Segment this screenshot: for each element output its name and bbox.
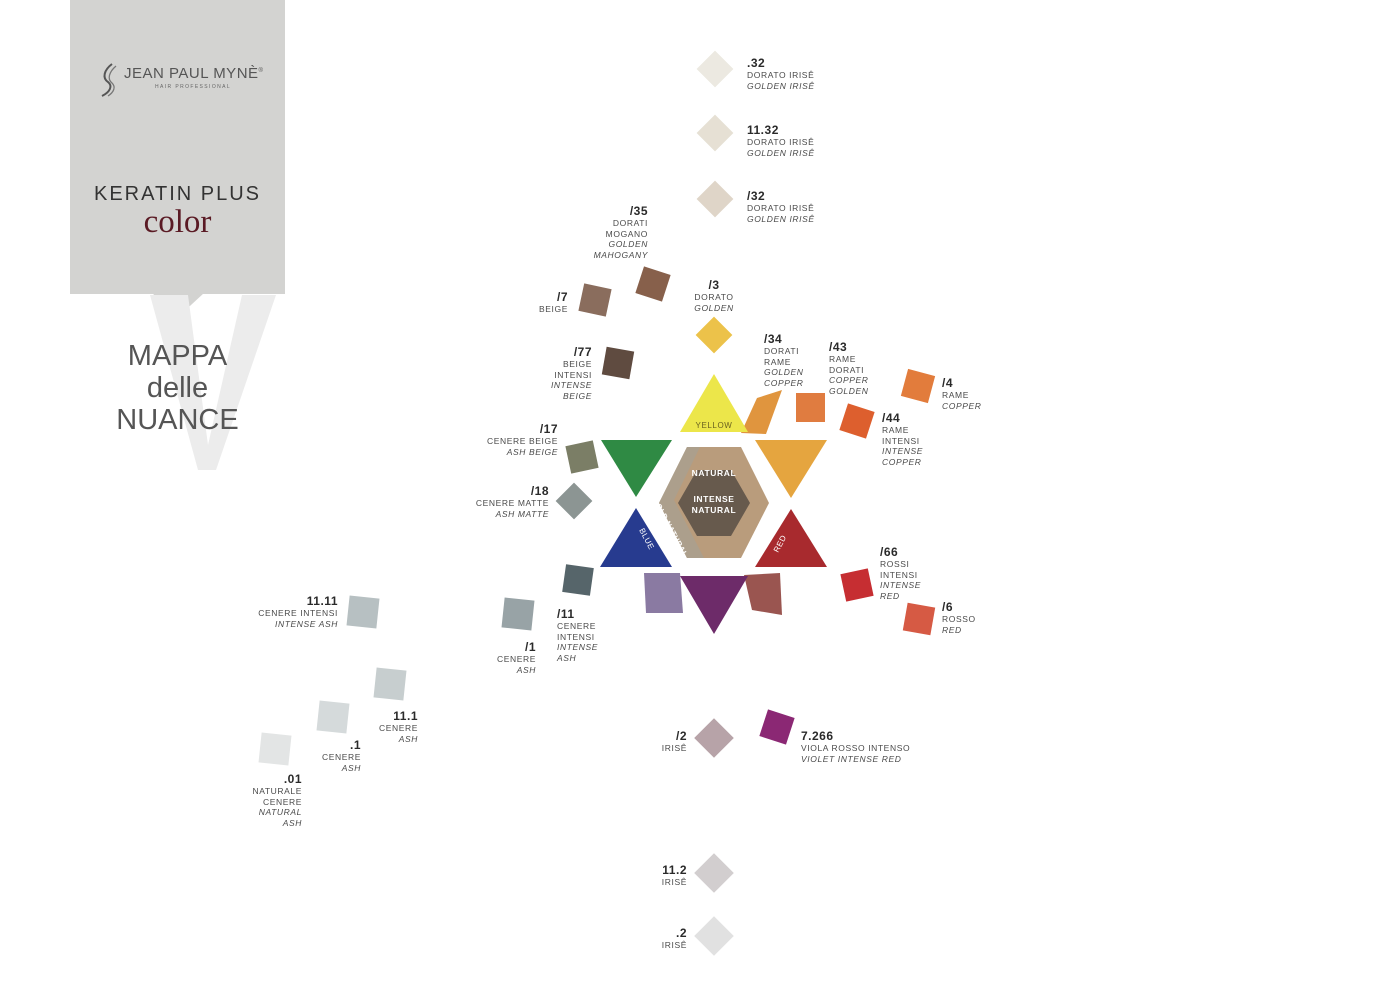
- swatch-slash11[interactable]: [562, 564, 594, 596]
- swatch-slash3[interactable]: [695, 316, 733, 354]
- label-1132: 11.32 DORATO IRISÊ GOLDEN IRISÊ: [747, 123, 815, 158]
- swatch-slash32[interactable]: [696, 180, 734, 218]
- swatch-32[interactable]: [696, 50, 734, 88]
- triangle-blue: [600, 508, 672, 567]
- label-slash11: /11 CENERE INTENSI INTENSE ASH: [557, 607, 599, 663]
- label-natural: NATURAL: [692, 468, 737, 478]
- map-title: MAPPA delle NUANCE: [70, 340, 285, 436]
- label-1: .1 CENERE ASH: [321, 738, 361, 773]
- triangle-violet: [680, 576, 748, 634]
- label-slash17: /17 CENERE BEIGE ASH BEIGE: [487, 422, 558, 457]
- cold-natural-band: [659, 447, 704, 558]
- map-title-line-2: delle: [146, 372, 209, 404]
- label-slash34: /34 DORATI RAME GOLDEN COPPER: [764, 332, 804, 388]
- swatch-slash7[interactable]: [578, 283, 612, 317]
- swatch-slash4[interactable]: [900, 368, 936, 404]
- swatch-01[interactable]: [258, 732, 292, 766]
- hexagon-intense-natural: [678, 470, 750, 536]
- product-name: color: [143, 204, 212, 240]
- swatch-1132[interactable]: [696, 114, 734, 152]
- label-slash4: /4 RAME COPPER: [942, 376, 982, 411]
- watermark-v-shape: [150, 295, 276, 470]
- hair-swirl-icon: [101, 63, 117, 97]
- label-slash77: /77 BEIGE INTENSI INTENSE BEIGE: [550, 345, 592, 401]
- triangle-green: [601, 440, 672, 497]
- label-slash44: /44 RAME INTENSI INTENSE COPPER: [882, 411, 924, 467]
- swatch-1[interactable]: [316, 700, 350, 734]
- label-slash6: /6 ROSSO RED: [942, 600, 976, 635]
- label-112: 11.2 IRISÊ: [661, 863, 687, 887]
- label-yellow: YELLOW: [696, 421, 733, 430]
- swatch-slash1[interactable]: [501, 597, 535, 631]
- label-intense-natural: NATURAL: [692, 505, 737, 515]
- label-7266: 7.266 VIOLA ROSSO INTENSO VIOLET INTENSE R…: [801, 729, 911, 764]
- brand-name: JEAN PAUL MYNÈ®: [124, 65, 264, 82]
- triangle-red: [755, 509, 827, 567]
- wedge-red-violet: [744, 573, 782, 615]
- product-line: KERATIN PLUS: [94, 183, 261, 205]
- label-2: .2 IRISÊ: [661, 926, 687, 950]
- swatch-slash77[interactable]: [601, 346, 635, 380]
- label-slash2: /2 IRISÊ: [661, 729, 687, 753]
- swatch-slash18[interactable]: [555, 482, 593, 520]
- swatch-112[interactable]: [694, 853, 734, 893]
- label-slash3: /3 DORATO GOLDEN: [694, 278, 734, 313]
- swatch-slash44[interactable]: [839, 403, 875, 439]
- triangle-yellow: [680, 374, 748, 432]
- wedge-violet-blue: [644, 573, 683, 613]
- map-title-line-1: MAPPA: [127, 340, 228, 372]
- label-slash66: /66 ROSSI INTENSI INTENSE RED: [880, 545, 922, 601]
- swatch-slash2[interactable]: [694, 718, 734, 758]
- label-32: .32 DORATO IRISÊ GOLDEN IRISÊ: [747, 56, 815, 91]
- label-slash18: /18 CENERE MATTE ASH MATTE: [475, 484, 549, 519]
- swatch-slash6[interactable]: [902, 602, 936, 636]
- swatch-slash17[interactable]: [565, 440, 599, 474]
- label-slash7: /7 BEIGE: [539, 290, 568, 314]
- label-intense: INTENSE: [693, 494, 734, 504]
- label-slash1: /1 CENERE ASH: [496, 640, 536, 675]
- swatch-2[interactable]: [694, 916, 734, 956]
- swatch-1111[interactable]: [346, 595, 380, 629]
- label-1111: 11.11 CENERE INTENSI INTENSE ASH: [258, 594, 338, 629]
- wedge-yellow-orange: [741, 390, 782, 434]
- header-panel: [70, 0, 285, 294]
- swatch-7266[interactable]: [759, 709, 795, 745]
- swatch-slash66[interactable]: [840, 568, 874, 602]
- swatch-slash35[interactable]: [635, 266, 671, 302]
- triangle-orange: [755, 440, 827, 498]
- swatch-slash43[interactable]: [796, 393, 825, 422]
- swatch-111[interactable]: [373, 667, 407, 701]
- brand-subtitle: HAIR PROFESSIONAL: [155, 84, 232, 90]
- brand-logo: JEAN PAUL MYNÈ® HAIR PROFESSIONAL: [98, 62, 268, 98]
- label-slash32: /32 DORATO IRISÊ GOLDEN IRISÊ: [747, 189, 815, 224]
- label-01: .01 NATURALE CENERE NATURAL ASH: [252, 772, 302, 828]
- map-title-line-3: NUANCE: [116, 404, 239, 436]
- label-slash43: /43 RAME DORATI COPPER GOLDEN: [829, 340, 869, 396]
- label-111: 11.1 CENERE ASH: [378, 709, 418, 744]
- label-slash35: /35 DORATI MOGANO GOLDEN MAHOGANY: [593, 204, 648, 260]
